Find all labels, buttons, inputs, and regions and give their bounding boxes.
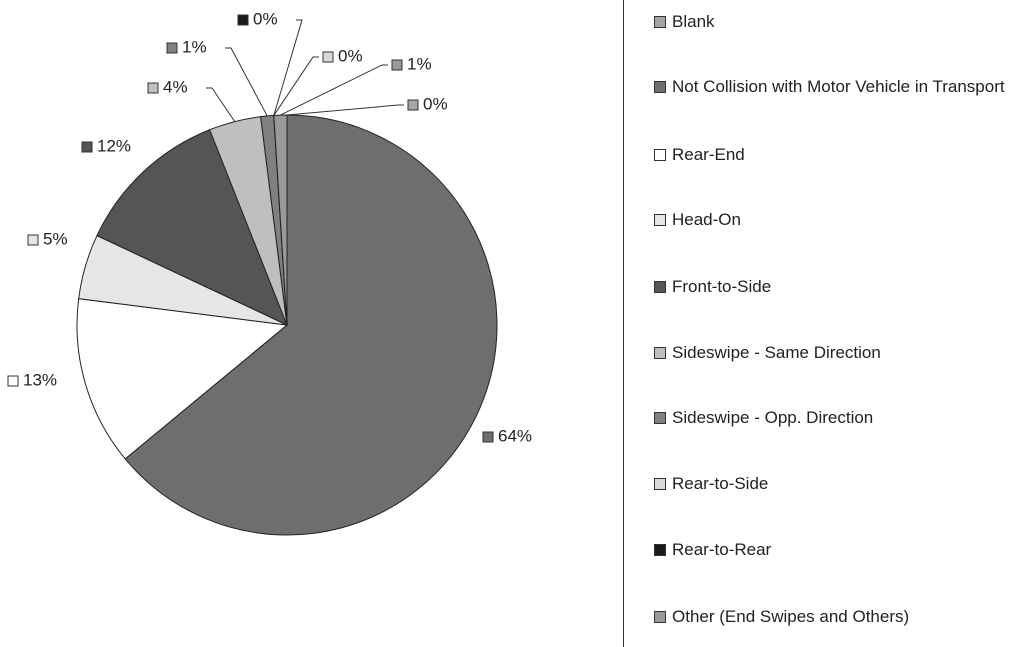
leader-line <box>286 104 404 116</box>
legend-swatch <box>654 281 666 293</box>
legend: Blank Not Collision with Motor Vehicle in… <box>623 0 1009 647</box>
value-label: 1% <box>407 54 432 73</box>
legend-label: Sideswipe - Same Direction <box>672 343 881 362</box>
value-label: 1% <box>182 37 207 56</box>
legend-swatch <box>654 544 666 556</box>
legend-swatch <box>654 16 666 28</box>
legend-swatch <box>654 214 666 226</box>
legend-item: Rear-to-Rear <box>654 536 1007 564</box>
legend-item: Sideswipe - Same Direction <box>654 339 1007 367</box>
value-label: 5% <box>43 229 68 248</box>
legend-label: Other (End Swipes and Others) <box>672 607 910 626</box>
label-swatch <box>147 82 159 94</box>
leader-line <box>206 87 236 122</box>
pie-area: 0% 64% 13% 5% 12% 4% 1% 0% 0% 1% <box>7 9 532 536</box>
legend-item: Rear-End <box>654 141 1007 169</box>
label-swatch <box>7 375 19 387</box>
legend-swatch <box>654 412 666 424</box>
legend-label: Sideswipe - Opp. Direction <box>672 408 874 427</box>
legend-label: Head-On <box>672 210 741 229</box>
value-label: 4% <box>163 77 188 96</box>
label-swatch <box>407 99 419 111</box>
legend-item: Blank <box>654 8 1007 36</box>
legend-swatch <box>654 149 666 161</box>
legend-item: Other (End Swipes and Others) <box>654 603 1007 631</box>
legend-swatch <box>654 478 666 490</box>
legend-label: Rear-to-Side <box>672 474 769 493</box>
legend-label: Blank <box>672 12 715 31</box>
value-label: 0% <box>423 94 448 113</box>
value-label: 64% <box>498 426 532 445</box>
label-swatch <box>237 14 249 26</box>
label-swatch <box>81 141 93 153</box>
label-swatch <box>27 234 39 246</box>
legend-label: Not Collision with Motor Vehicle in Tran… <box>672 77 1005 96</box>
value-label: 12% <box>97 136 131 155</box>
label-swatch <box>482 431 494 443</box>
legend-item: Not Collision with Motor Vehicle in Tran… <box>654 73 1007 101</box>
pie-slice <box>124 114 498 536</box>
legend-swatch <box>654 81 666 93</box>
value-label: 13% <box>23 370 57 389</box>
label-swatch <box>322 51 334 63</box>
leader-line <box>280 64 388 116</box>
leader-line <box>273 19 303 116</box>
legend-label: Rear-End <box>672 145 745 164</box>
value-label: 0% <box>338 46 363 65</box>
leader-line <box>273 56 319 116</box>
leader-line <box>225 47 268 117</box>
value-label: 0% <box>253 9 278 28</box>
legend-item: Sideswipe - Opp. Direction <box>654 404 1007 432</box>
pie-slice <box>76 298 289 460</box>
legend-label: Front-to-Side <box>672 277 772 296</box>
legend-swatch <box>654 347 666 359</box>
legend-swatch <box>654 611 666 623</box>
legend-item: Head-On <box>654 206 1007 234</box>
label-swatch <box>166 42 178 54</box>
legend-item: Rear-to-Side <box>654 470 1007 498</box>
legend-item: Front-to-Side <box>654 273 1007 301</box>
legend-label: Rear-to-Rear <box>672 540 772 559</box>
pie-slice <box>96 129 288 326</box>
label-swatch <box>391 59 403 71</box>
